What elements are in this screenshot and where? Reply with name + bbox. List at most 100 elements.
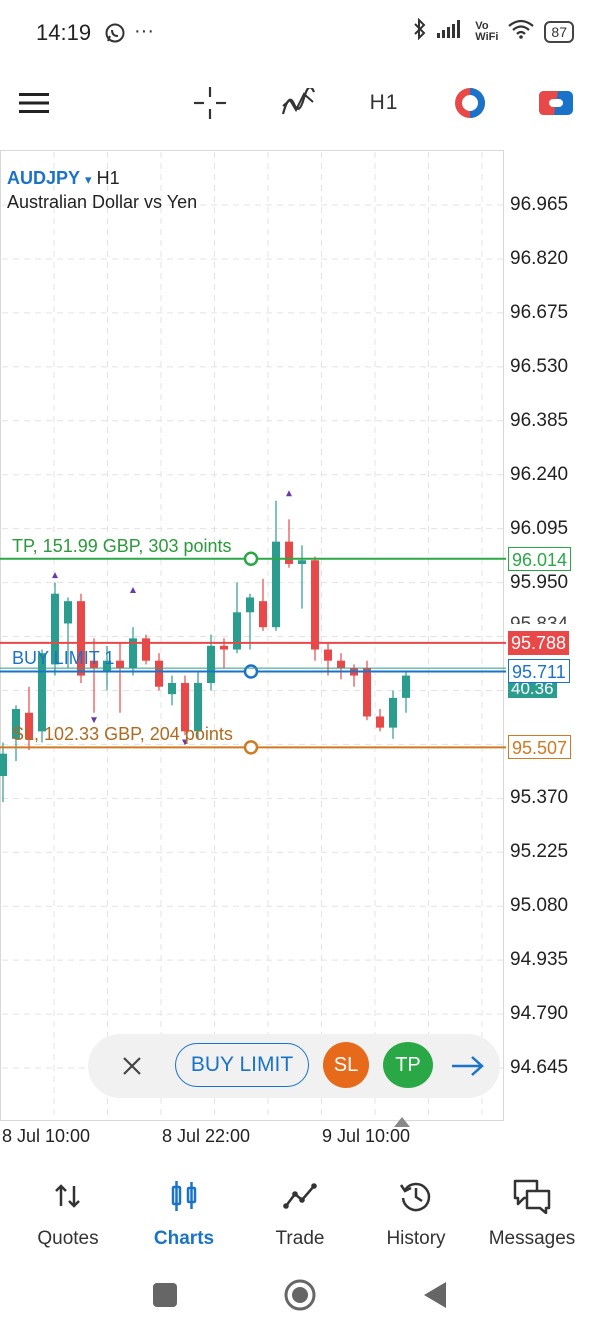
- nav-label: Messages: [488, 1228, 576, 1249]
- candle-body: [363, 668, 371, 717]
- trade-icon: [283, 1174, 317, 1218]
- hidden-price-label: 95.834: [510, 614, 568, 624]
- tp-price-tag[interactable]: 96.014: [508, 547, 572, 571]
- menu-icon[interactable]: [6, 70, 62, 136]
- timeframe-button[interactable]: H1: [369, 91, 399, 114]
- price-axis-label: 96.675: [510, 302, 569, 323]
- price-axis-label: 94.645: [510, 1057, 569, 1078]
- candle-body: [25, 712, 33, 739]
- recents-icon[interactable]: [152, 1282, 178, 1313]
- time-axis-label: 9 Jul 10:00: [322, 1126, 411, 1146]
- status-time: 14:19: [36, 20, 92, 45]
- buy-limit-price-tag[interactable]: 95.711: [508, 659, 570, 683]
- candle-body: [103, 660, 111, 672]
- sl-price-tag[interactable]: 95.507: [508, 735, 572, 759]
- candle-body: [207, 645, 215, 683]
- tp-line-label[interactable]: TP, 151.99 GBP, 303 points: [12, 536, 232, 556]
- candle-body: [376, 716, 384, 728]
- symbol-name[interactable]: AUDJPY: [7, 168, 81, 188]
- charts-icon: [169, 1174, 199, 1218]
- symbol-caret-icon[interactable]: ▾: [85, 172, 92, 187]
- nav-quotes[interactable]: Quotes: [10, 1168, 126, 1258]
- buy-limit-line-handle: [243, 664, 259, 679]
- crosshair-icon[interactable]: [182, 70, 238, 136]
- candle-body: [51, 593, 59, 665]
- chart-toolbar: H1: [0, 70, 600, 140]
- quotes-icon: [53, 1174, 83, 1218]
- candle-body: [64, 601, 72, 624]
- candle-body: [272, 541, 280, 628]
- nav-charts[interactable]: Charts: [126, 1168, 242, 1258]
- fractal-marker: [91, 717, 97, 724]
- home-icon[interactable]: [283, 1278, 317, 1317]
- fractal-marker: [182, 739, 188, 746]
- buy-limit-line-label[interactable]: BUY LIMIT 1: [12, 648, 115, 668]
- price-axis-label: 94.935: [510, 949, 569, 970]
- ask-price-tag: 95.788: [508, 631, 570, 655]
- system-navigation: [0, 1262, 600, 1333]
- price-axis-label: 96.095: [510, 518, 569, 539]
- price-axis-label: 96.530: [510, 356, 569, 377]
- nav-history[interactable]: History: [358, 1168, 474, 1258]
- candle-body: [285, 541, 293, 564]
- order-edit-bar: BUY LIMIT SL TP: [88, 1034, 500, 1098]
- trade-toggle-icon[interactable]: [528, 70, 584, 136]
- price-axis-label: 95.370: [510, 787, 569, 808]
- nav-trade[interactable]: Trade: [242, 1168, 358, 1258]
- nav-label: History: [386, 1228, 446, 1249]
- more-dots-icon: ···: [134, 20, 154, 42]
- bluetooth-icon: [413, 17, 427, 45]
- candle-body: [337, 660, 345, 669]
- price-axis-label: 96.820: [510, 248, 569, 269]
- sl-line-handle: [243, 740, 259, 755]
- tp-button[interactable]: TP: [383, 1042, 433, 1088]
- sl-line-label[interactable]: SL, 102.33 GBP, 204 points: [12, 724, 233, 744]
- symbol-timeframe: H1: [96, 168, 120, 188]
- indicators-icon[interactable]: [268, 70, 328, 136]
- status-bar: 14:19 ··· Vo WiFi 87: [0, 0, 600, 64]
- time-axis-label: 8 Jul 22:00: [162, 1126, 251, 1146]
- candle-body: [155, 660, 163, 687]
- candle-body: [233, 612, 241, 650]
- nav-label: Charts: [153, 1228, 215, 1249]
- chart-canvas[interactable]: [0, 150, 600, 1150]
- price-axis-label: 95.950: [510, 572, 569, 593]
- price-axis-label: 94.790: [510, 1003, 569, 1024]
- nav-label: Trade: [275, 1228, 325, 1249]
- candle-body: [259, 601, 267, 628]
- chart-color-icon[interactable]: [442, 70, 498, 136]
- candle-body: [168, 682, 176, 695]
- status-icons-right: Vo WiFi 87: [413, 17, 574, 45]
- buy-limit-button[interactable]: BUY LIMIT: [175, 1043, 309, 1087]
- vowifi-icon: Vo WiFi: [475, 19, 498, 43]
- candle-body: [246, 597, 254, 613]
- candle-body: [38, 653, 46, 732]
- candle-body: [129, 638, 137, 669]
- battery-indicator: 87: [544, 20, 574, 43]
- nav-label: Quotes: [37, 1228, 99, 1249]
- price-axis-label: 95.080: [510, 895, 569, 916]
- close-icon[interactable]: [112, 1046, 152, 1086]
- back-icon[interactable]: [422, 1280, 448, 1315]
- candle-body: [194, 682, 202, 732]
- tp-line-handle: [243, 551, 259, 567]
- whatsapp-icon: [104, 22, 126, 49]
- scroll-indicator-icon[interactable]: [394, 1114, 410, 1132]
- candle-body: [298, 560, 306, 564]
- sl-button[interactable]: SL: [323, 1042, 369, 1088]
- price-chart[interactable]: [0, 150, 600, 1150]
- nav-messages[interactable]: Messages: [474, 1168, 590, 1258]
- vowifi-top: Vo: [475, 19, 489, 32]
- chart-symbol-header[interactable]: AUDJPY ▾ H1: [7, 168, 120, 189]
- symbol-description: Australian Dollar vs Yen: [7, 192, 198, 212]
- price-axis-label: 96.240: [510, 464, 569, 485]
- candle-body: [12, 709, 20, 739]
- messages-icon: [512, 1174, 552, 1218]
- fractal-marker: [52, 572, 58, 579]
- arrow-right-icon[interactable]: [446, 1046, 490, 1086]
- candle-body: [116, 660, 124, 669]
- chart-frame: [0, 150, 504, 1121]
- candle-body: [90, 660, 98, 669]
- candle-body: [181, 682, 189, 732]
- price-axis-label: 96.965: [510, 194, 569, 215]
